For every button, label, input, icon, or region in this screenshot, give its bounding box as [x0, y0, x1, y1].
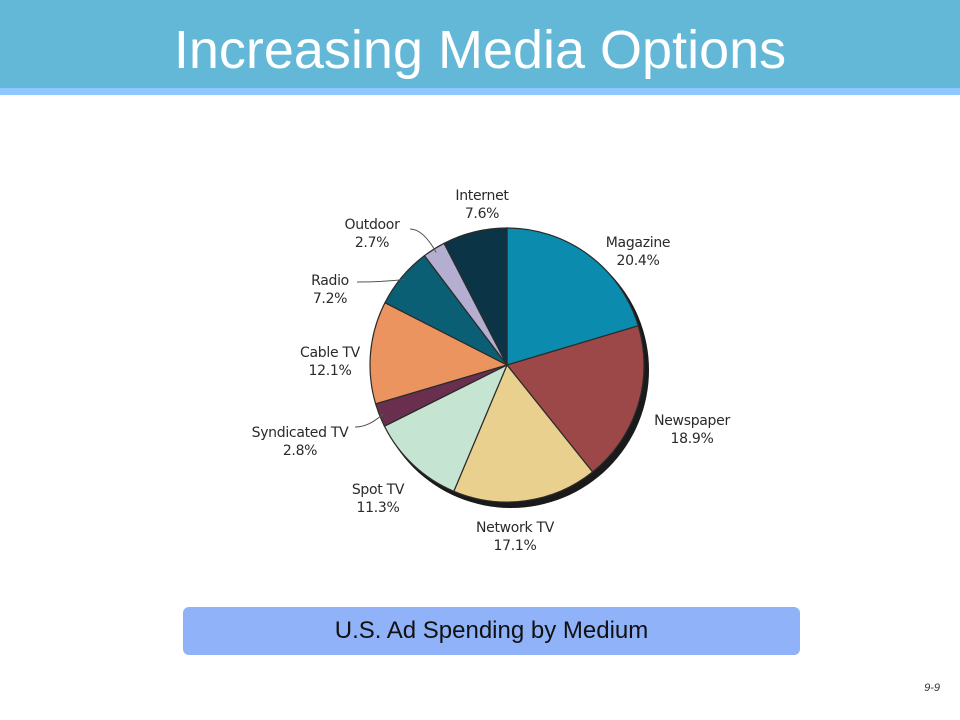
chart-caption-box: U.S. Ad Spending by Medium	[183, 607, 800, 655]
slice-value-radio: 7.2%	[313, 291, 347, 307]
slice-value-magazine: 20.4%	[617, 253, 660, 269]
slice-label-magazine: Magazine	[606, 235, 670, 251]
slice-label-spot-tv: Spot TV	[352, 482, 405, 498]
slice-value-newspaper: 18.9%	[671, 431, 714, 447]
slice-value-cable-tv: 12.1%	[309, 363, 352, 379]
slice-label-network-tv: Network TV	[476, 520, 555, 536]
pie-slice-network-tv	[453, 364, 594, 503]
slide-title: Increasing Media Options	[173, 20, 787, 80]
slice-value-outdoor: 2.7%	[355, 235, 389, 251]
pie-slice-magazine	[506, 227, 639, 366]
slice-value-internet: 7.6%	[465, 206, 499, 222]
title-underline	[0, 88, 960, 95]
slice-value-network-tv: 17.1%	[494, 538, 537, 554]
slice-label-syndicated-tv: Syndicated TV	[252, 425, 349, 441]
page-number: 9-9	[924, 682, 940, 694]
slice-value-syndicated-tv: 2.8%	[283, 443, 317, 459]
title-bar	[0, 0, 960, 88]
chart-caption: U.S. Ad Spending by Medium	[334, 617, 649, 644]
pie-slice-spot-tv	[383, 364, 508, 492]
slice-label-outdoor: Outdoor	[344, 217, 400, 233]
slice-label-newspaper: Newspaper	[654, 413, 730, 429]
leader-line-outdoor	[409, 228, 437, 253]
pie-slice-cable-tv	[369, 302, 508, 405]
slice-value-spot-tv: 11.3%	[357, 500, 400, 516]
leader-line-radio	[356, 279, 406, 283]
slice-label-internet: Internet	[455, 188, 509, 204]
slice-label-cable-tv: Cable TV	[300, 345, 361, 361]
pie-slice-newspaper	[506, 325, 645, 473]
slice-label-radio: Radio	[311, 273, 349, 289]
pie-slice-internet	[443, 227, 508, 366]
leader-line-syndicated-tv	[354, 413, 384, 428]
